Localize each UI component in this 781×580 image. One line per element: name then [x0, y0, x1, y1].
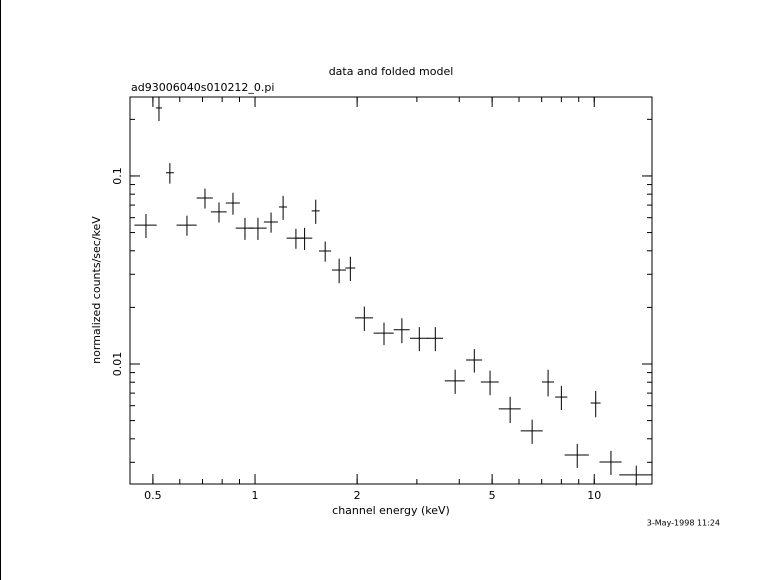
y-tick-label: 0.01 — [111, 352, 124, 377]
timestamp: 3-May-1998 11:24 — [647, 519, 720, 528]
x-tick-label: 5 — [489, 489, 496, 502]
x-tick-label: 0.5 — [144, 489, 162, 502]
chart-subtitle: ad93006040s010212_0.pi — [131, 81, 274, 94]
plot-frame — [129, 96, 653, 485]
chart-title: data and folded model — [329, 65, 454, 78]
x-tick-label: 10 — [587, 489, 601, 502]
x-tick-label: 1 — [252, 489, 259, 502]
x-axis-label: channel energy (keV) — [332, 504, 450, 517]
y-axis-label: normalized counts/sec/keV — [90, 216, 103, 364]
y-tick-label: 0.1 — [111, 167, 124, 185]
x-tick-label: 2 — [354, 489, 361, 502]
